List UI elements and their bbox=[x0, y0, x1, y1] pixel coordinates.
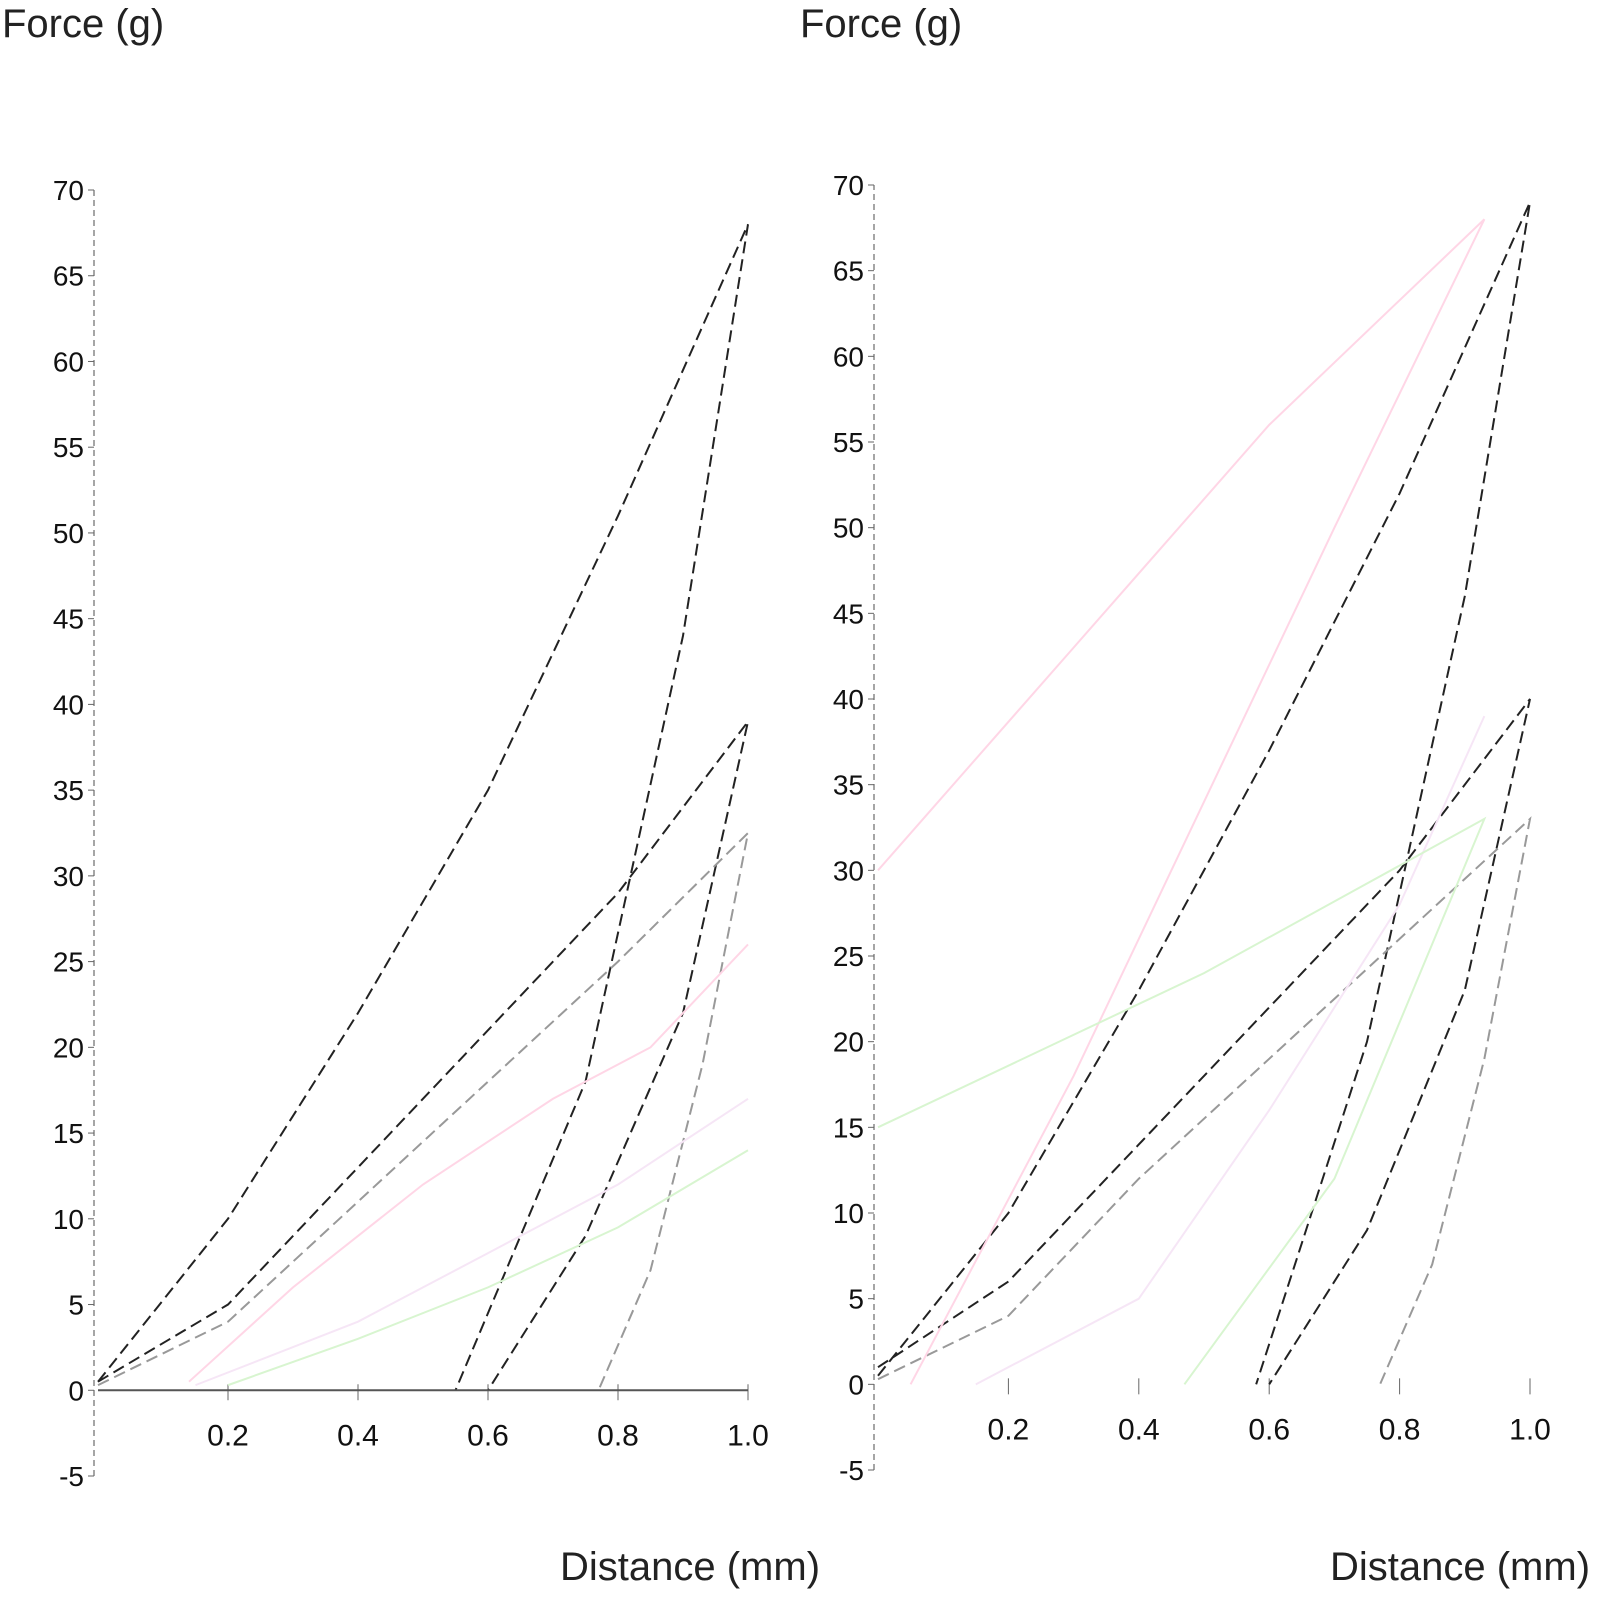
x-tick-label: 0.6 bbox=[1248, 1413, 1290, 1446]
x-tick-label: 0.2 bbox=[207, 1419, 249, 1452]
y-tick-label: 5 bbox=[848, 1284, 864, 1315]
y-tick-label: 55 bbox=[833, 427, 864, 458]
y-tick-label: -5 bbox=[59, 1461, 84, 1492]
x-tick-label: 0.8 bbox=[1379, 1413, 1421, 1446]
x-tick-label: 0.8 bbox=[597, 1419, 639, 1452]
y-tick-label: 30 bbox=[833, 855, 864, 886]
x-tick-label: 0.4 bbox=[337, 1419, 379, 1452]
y-tick-label: 70 bbox=[833, 170, 864, 201]
series-line-2 bbox=[877, 698, 1531, 1385]
series-line-3 bbox=[877, 816, 1532, 1385]
series-line-1 bbox=[877, 201, 1531, 1385]
y-tick-label: 15 bbox=[833, 1112, 864, 1143]
y-tick-label: 65 bbox=[53, 261, 84, 292]
y-tick-label: 25 bbox=[53, 947, 84, 978]
x-tick-label: 0.6 bbox=[467, 1419, 509, 1452]
x-tick-label: 0.4 bbox=[1118, 1413, 1160, 1446]
y-tick-label: 60 bbox=[833, 341, 864, 372]
series-line-5 bbox=[195, 1097, 749, 1387]
y-tick-label: 30 bbox=[53, 861, 84, 892]
series-line-2 bbox=[97, 720, 749, 1391]
y-tick-label: 0 bbox=[848, 1369, 864, 1400]
y-tick-label: 20 bbox=[53, 1032, 84, 1063]
x-axis-label-left: Distance (mm) bbox=[560, 1545, 821, 1589]
y-tick-label: 25 bbox=[833, 941, 864, 972]
y-tick-label: 60 bbox=[53, 346, 84, 377]
x-tick-label: 1.0 bbox=[727, 1419, 769, 1452]
y-tick-label: 15 bbox=[53, 1118, 84, 1149]
y-tick-label: 50 bbox=[53, 518, 84, 549]
series-line-6 bbox=[877, 816, 1487, 1385]
series-line-4 bbox=[877, 218, 1486, 1385]
y-tick-label: 5 bbox=[68, 1290, 84, 1321]
y-axis-label-left: Force (g) bbox=[2, 2, 165, 46]
y-tick-label: 55 bbox=[53, 432, 84, 463]
y-tick-label: 45 bbox=[53, 604, 84, 635]
y-tick-label: 40 bbox=[53, 689, 84, 720]
series-line-6 bbox=[227, 1149, 749, 1387]
y-tick-label: 10 bbox=[53, 1204, 84, 1235]
y-tick-label: 65 bbox=[833, 256, 864, 287]
y-tick-label: 10 bbox=[833, 1198, 864, 1229]
y-tick-label: 40 bbox=[833, 684, 864, 715]
y-tick-label: 0 bbox=[68, 1375, 84, 1406]
y-tick-label: 70 bbox=[53, 175, 84, 206]
x-tick-label: 1.0 bbox=[1509, 1413, 1551, 1446]
x-tick-label: 0.2 bbox=[988, 1413, 1030, 1446]
series-line-1 bbox=[97, 223, 749, 1391]
y-axis-label-right: Force (g) bbox=[800, 2, 963, 46]
x-axis-label-right: Distance (mm) bbox=[1330, 1545, 1591, 1589]
y-tick-label: 20 bbox=[833, 1027, 864, 1058]
y-tick-label: 50 bbox=[833, 513, 864, 544]
y-tick-label: 35 bbox=[53, 775, 84, 806]
y-tick-label: -5 bbox=[839, 1455, 864, 1486]
y-tick-label: 35 bbox=[833, 770, 864, 801]
series-line-3 bbox=[97, 830, 750, 1391]
series-line-5 bbox=[975, 715, 1486, 1386]
series-line-4 bbox=[188, 943, 749, 1383]
y-tick-label: 45 bbox=[833, 598, 864, 629]
